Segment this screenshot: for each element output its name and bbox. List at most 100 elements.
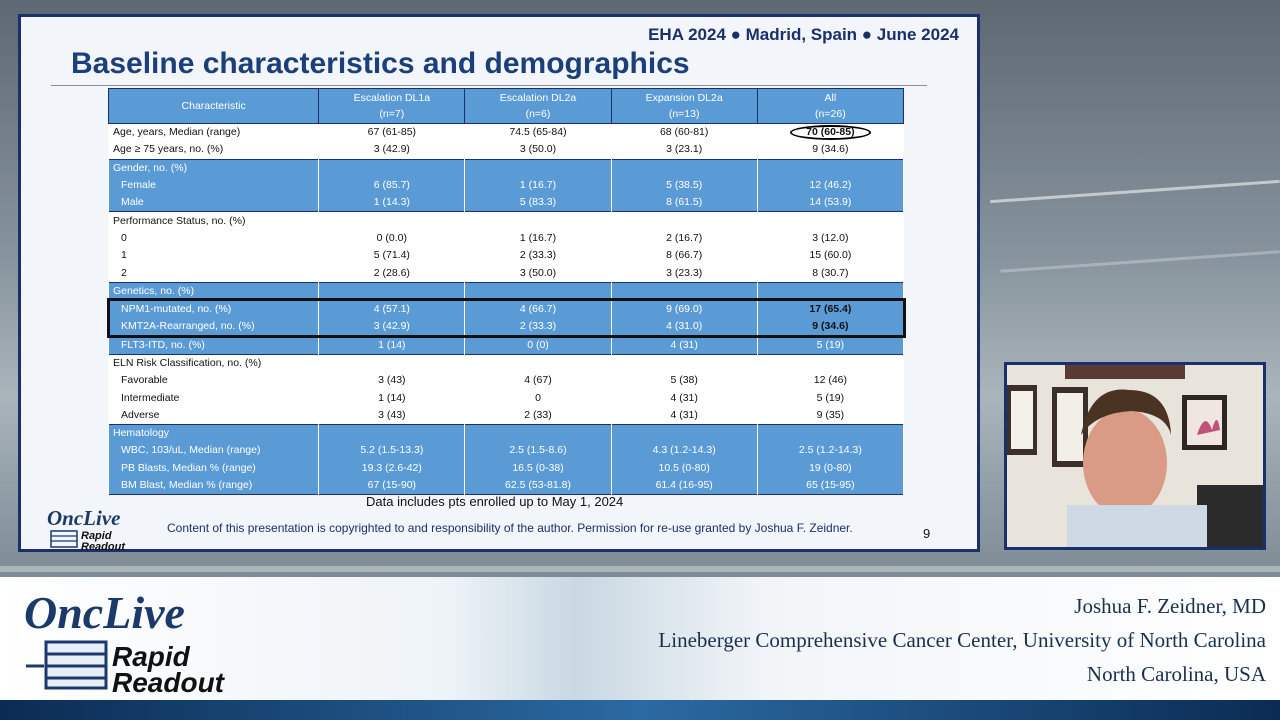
row-label: Age ≥ 75 years, no. (%): [107, 141, 320, 160]
table-cell: 8 (66.7): [610, 247, 758, 265]
table-cell: [756, 282, 905, 301]
row-label: PB Blasts, Median % (range): [107, 459, 320, 477]
conference-banner: EHA 2024 ● Madrid, Spain ● June 2024: [648, 25, 959, 44]
table-cell: 9 (69.0): [610, 300, 758, 319]
data-footnote: Data includes pts enrolled up to May 1, …: [366, 494, 624, 509]
table-header-cell: Characteristic: [107, 88, 320, 124]
table-row: 1 5 (71.4) 2 (33.3) 8 (66.7) 15 (60.0): [107, 247, 905, 265]
table-row: Gender, no. (%): [107, 159, 905, 177]
table-cell: [464, 354, 612, 373]
table-cell: 3 (50.0): [464, 264, 612, 283]
flt3-group: FLT3-ITD, no. (%) 1 (14) 0 (0) 4 (31) 5 …: [107, 336, 905, 355]
gender-group: Gender, no. (%) Female 6 (85.7) 1 (16.7)…: [107, 159, 905, 212]
row-label: 0: [107, 229, 320, 248]
table-cell: 14 (53.9): [756, 194, 905, 212]
table-cell: 67 (61-85): [318, 123, 466, 142]
eln-group: ELN Risk Classification, no. (%) Favorab…: [107, 354, 905, 425]
table-cell: 9 (35): [756, 406, 905, 425]
table-header-cell: Escalation DL1a (n=7): [318, 88, 466, 124]
table-row: Favorable 3 (43) 4 (67) 5 (38) 12 (46): [107, 372, 905, 390]
table-cell: 19 (0-80): [756, 459, 905, 477]
table-cell: 3 (43): [318, 372, 466, 390]
table-cell: 2.5 (1.5-8.6): [464, 442, 612, 460]
row-label: Adverse: [107, 406, 320, 425]
background-streak: [1000, 250, 1280, 273]
table-row: ELN Risk Classification, no. (%): [107, 354, 905, 373]
table-cell: 1 (16.7): [464, 229, 612, 248]
row-label: WBC, 103/uL, Median (range): [107, 442, 320, 460]
table-cell: 9 (34.6): [756, 318, 905, 337]
svg-text:OncLive: OncLive: [47, 506, 120, 530]
table-cell: 0 (0.0): [318, 229, 466, 248]
table-row: BM Blast, Median % (range) 67 (15-90) 62…: [107, 476, 905, 495]
row-label: ELN Risk Classification, no. (%): [107, 354, 320, 373]
table-cell: 19.3 (2.6-42): [318, 459, 466, 477]
row-label: Genetics, no. (%): [107, 282, 320, 301]
table-cell: 0 (0): [464, 336, 612, 355]
table-cell: [318, 159, 466, 177]
table-cell: [318, 211, 466, 230]
table-row: Female 6 (85.7) 1 (16.7) 5 (38.5) 12 (46…: [107, 176, 905, 195]
table-cell: 17 (65.4): [756, 300, 905, 319]
table-cell: 74.5 (65-84): [464, 123, 612, 142]
table-row: 0 0 (0.0) 1 (16.7) 2 (16.7) 3 (12.0): [107, 229, 905, 248]
row-label: BM Blast, Median % (range): [107, 476, 320, 495]
slide-title: Baseline characteristics and demographic…: [71, 47, 690, 80]
table-cell: [756, 424, 905, 443]
table-cell: 2 (28.6): [318, 264, 466, 283]
highlighted-genetics-group: NPM1-mutated, no. (%) 4 (57.1) 4 (66.7) …: [106, 298, 906, 339]
table-cell: [756, 211, 905, 230]
svg-text:Readout: Readout: [81, 541, 126, 553]
table-row: NPM1-mutated, no. (%) 4 (57.1) 4 (66.7) …: [107, 300, 905, 319]
genetics-header-group: Genetics, no. (%): [107, 282, 905, 301]
table-row: FLT3-ITD, no. (%) 1 (14) 0 (0) 4 (31) 5 …: [107, 336, 905, 355]
lower-third-banner: [0, 577, 1280, 701]
page-number: 9: [923, 526, 931, 541]
table-cell: 2 (33.3): [464, 318, 612, 337]
table-cell: 15 (60.0): [756, 247, 905, 265]
table-cell: [318, 282, 466, 301]
table-cell: 5 (83.3): [464, 194, 612, 212]
background-streak: [990, 179, 1280, 204]
baseline-table: Characteristic Escalation DL1a (n=7) Esca…: [106, 88, 906, 495]
table-cell: 3 (42.9): [318, 141, 466, 160]
title-divider: [51, 85, 927, 86]
table-cell: 61.4 (16-95): [610, 476, 758, 495]
table-cell: 2 (33): [464, 406, 612, 425]
row-label: KMT2A-Rearranged, no. (%): [107, 318, 320, 337]
table-cell: [610, 282, 758, 301]
table-cell: [610, 424, 758, 443]
table-cell: 68 (60-81): [610, 123, 758, 142]
table-cell: 1 (16.7): [464, 176, 612, 195]
table-row: Intermediate 1 (14) 0 4 (31) 5 (19): [107, 389, 905, 407]
row-label: Intermediate: [107, 389, 320, 407]
row-label: FLT3-ITD, no. (%): [107, 336, 320, 355]
table-row: 2 2 (28.6) 3 (50.0) 3 (23.3) 8 (30.7): [107, 264, 905, 283]
row-label: Performance Status, no. (%): [107, 211, 320, 230]
table-cell: 1 (14): [318, 336, 466, 355]
presenter-name: Joshua F. Zeidner, MD: [1074, 594, 1266, 618]
table-cell: [610, 354, 758, 373]
table-cell: 4.3 (1.2-14.3): [610, 442, 758, 460]
table-cell: 16.5 (0-38): [464, 459, 612, 477]
onclive-mini-logo: OncLive Rapid Readout: [47, 506, 126, 553]
table-cell: 5 (71.4): [318, 247, 466, 265]
presentation-slide: EHA 2024 ● Madrid, Spain ● June 2024 Bas…: [18, 14, 980, 553]
table-cell: 4 (67): [464, 372, 612, 390]
background-streak: [0, 566, 1280, 572]
table-cell: 3 (50.0): [464, 141, 612, 160]
presenter-video-frame: [1007, 365, 1263, 547]
presenter-affiliation: Lineberger Comprehensive Cancer Center, …: [658, 628, 1266, 652]
row-label: Hematology: [107, 424, 320, 443]
row-label: 2: [107, 264, 320, 283]
row-label: Male: [107, 194, 320, 212]
presenter-location: North Carolina, USA: [1086, 662, 1266, 686]
table-cell: [464, 211, 612, 230]
svg-text:Rapid: Rapid: [81, 530, 112, 542]
table-cell: 3 (42.9): [318, 318, 466, 337]
table-cell: 4 (31.0): [610, 318, 758, 337]
svg-text:Rapid: Rapid: [112, 641, 191, 672]
table-cell: 4 (66.7): [464, 300, 612, 319]
table-cell: 62.5 (53-81.8): [464, 476, 612, 495]
table-cell: 4 (31): [610, 336, 758, 355]
